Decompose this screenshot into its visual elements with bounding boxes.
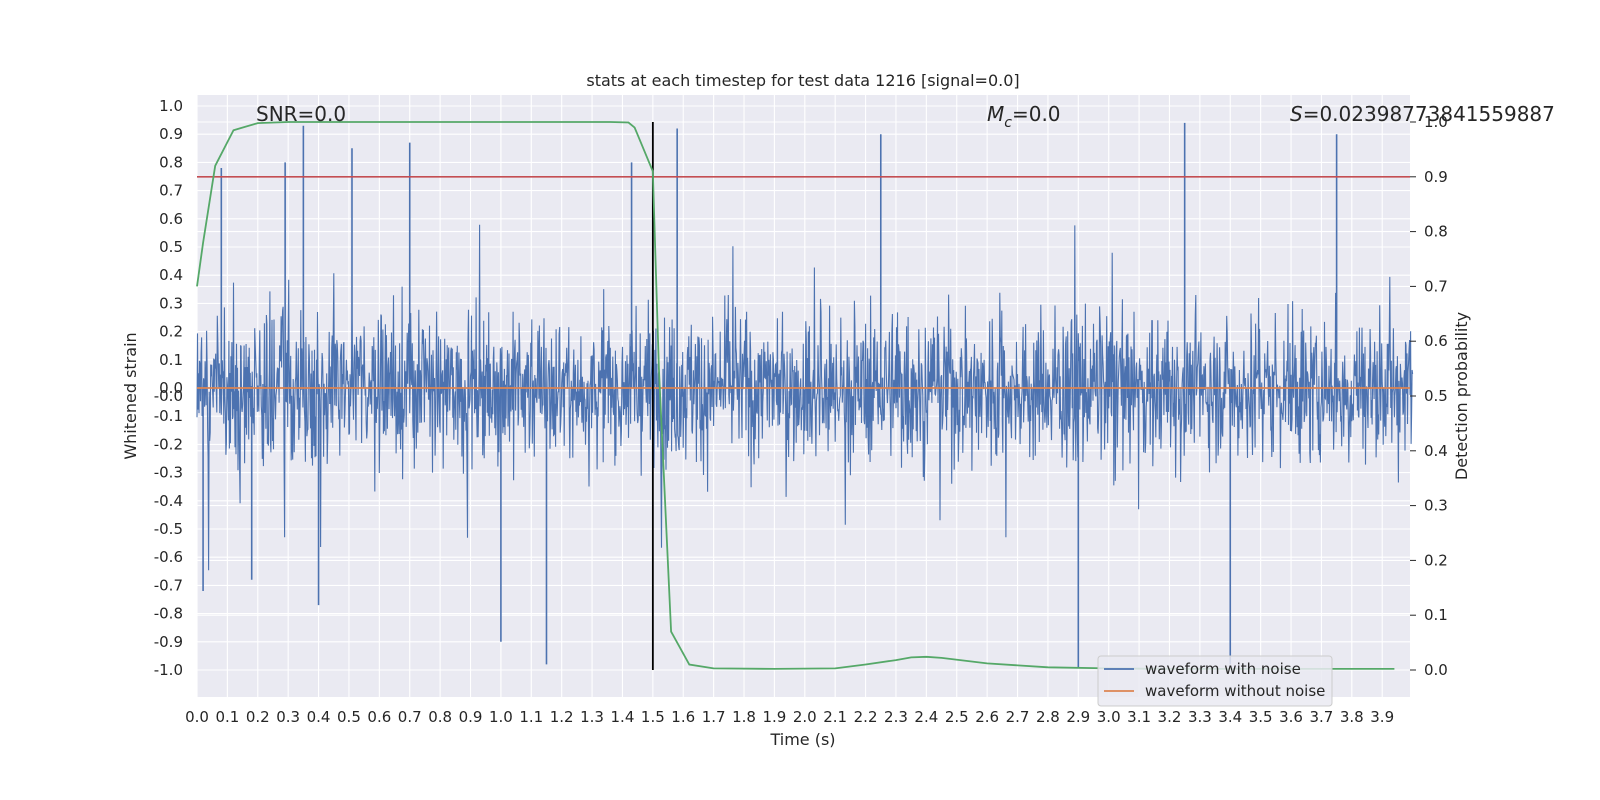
legend-box bbox=[1097, 655, 1333, 707]
legend: waveform with noise waveform without noi… bbox=[1097, 655, 1333, 707]
y-tick-label-right: 0.5 bbox=[1424, 387, 1448, 405]
chart-title: stats at each timestep for test data 121… bbox=[586, 71, 1019, 90]
mc-subscript: c bbox=[1004, 115, 1012, 131]
y-tick-label-left: -0.2 bbox=[154, 435, 183, 453]
x-tick-label: 1.0 bbox=[489, 708, 513, 726]
x-tick-label: 1.4 bbox=[611, 708, 635, 726]
x-tick-label: 2.1 bbox=[823, 708, 847, 726]
y-tick-label-left: -0.4 bbox=[154, 492, 183, 510]
legend-label-noise: waveform with noise bbox=[1145, 660, 1301, 678]
x-tick-label: 0.7 bbox=[398, 708, 422, 726]
y-tick-label-right: 0.1 bbox=[1424, 606, 1448, 624]
y-tick-label-left: 0.2 bbox=[159, 323, 183, 341]
tick-layer: 0.0 0.1 0.2 0.3 0.4 0.5 0.6 0.7 0.8 0.9 1.0 1.1 1.2 1… bbox=[154, 97, 1448, 726]
y-tick-label-left: 0.8 bbox=[159, 153, 183, 171]
y-tick-label-right: 0.0 bbox=[1424, 661, 1448, 679]
x-tick-label: 3.3 bbox=[1188, 708, 1212, 726]
y-tick-label-left: -0.5 bbox=[154, 520, 183, 538]
x-tick-label: 3.8 bbox=[1340, 708, 1364, 726]
x-tick-label: 0.4 bbox=[307, 708, 331, 726]
y-tick-label-right: 0.2 bbox=[1424, 551, 1448, 569]
x-tick-label: 0.5 bbox=[337, 708, 361, 726]
y-axis-label-right: Detection probability bbox=[1452, 312, 1471, 480]
x-tick-label: 2.0 bbox=[793, 708, 817, 726]
y-tick-label-left: -0.6 bbox=[154, 548, 183, 566]
x-tick-label: 3.4 bbox=[1218, 708, 1242, 726]
s-annotation: S=0.02398773841559887 bbox=[1290, 102, 1555, 126]
legend-label-clean: waveform without noise bbox=[1145, 682, 1325, 700]
y-tick-label-right: 1.0 bbox=[1424, 113, 1448, 131]
line-layer bbox=[196, 121, 1410, 670]
x-tick-label: 1.1 bbox=[519, 708, 543, 726]
y-tick-label-right: 0.8 bbox=[1424, 223, 1448, 241]
y-tick-label-left: 0.9 bbox=[159, 125, 183, 143]
y-tick-label-left: -0.8 bbox=[154, 605, 183, 623]
x-tick-label: 0.6 bbox=[367, 708, 391, 726]
x-tick-label: 2.4 bbox=[914, 708, 938, 726]
y-tick-label-left: -1.0 bbox=[154, 661, 183, 679]
x-tick-label: 2.2 bbox=[854, 708, 878, 726]
x-tick-label: 2.6 bbox=[975, 708, 999, 726]
y-tick-label-left: -0.7 bbox=[154, 576, 183, 594]
y-tick-label-left: 0.7 bbox=[159, 182, 183, 200]
waveform-with-noise-line bbox=[196, 224, 1414, 571]
mc-value: =0.0 bbox=[1012, 102, 1061, 126]
x-tick-label: 3.2 bbox=[1158, 708, 1182, 726]
y-tick-label-left: 0.5 bbox=[159, 238, 183, 256]
y-axis-label-left: Whitened strain bbox=[121, 332, 140, 459]
x-tick-label: 0.8 bbox=[428, 708, 452, 726]
y-tick-label-left: -0.9 bbox=[154, 633, 183, 651]
y-tick-label-left: 0.0 bbox=[159, 379, 183, 397]
mc-symbol: M bbox=[987, 102, 1004, 126]
x-tick-label: 0.3 bbox=[276, 708, 300, 726]
x-tick-label: 0.2 bbox=[246, 708, 270, 726]
y-tick-label-right: 0.7 bbox=[1424, 277, 1448, 295]
x-tick-label: 1.9 bbox=[762, 708, 786, 726]
s-symbol: S bbox=[1290, 102, 1303, 126]
y-tick-label-left: 0.3 bbox=[159, 294, 183, 312]
x-tick-label: 2.5 bbox=[945, 708, 969, 726]
x-tick-label: 1.6 bbox=[671, 708, 695, 726]
y-tick-label-right: 0.3 bbox=[1424, 497, 1448, 515]
y-tick-label-left: -0.1 bbox=[154, 407, 183, 425]
y-tick-label-left: 0.6 bbox=[159, 210, 183, 228]
s-value: =0.02398773841559887 bbox=[1303, 102, 1555, 126]
x-tick-label: 1.3 bbox=[580, 708, 604, 726]
x-tick-label: 2.7 bbox=[1006, 708, 1030, 726]
y-tick-label-left: -0.0 bbox=[154, 387, 183, 405]
x-tick-label: 1.7 bbox=[702, 708, 726, 726]
chirp-mass-annotation: Mc=0.0 bbox=[987, 102, 1061, 131]
x-axis-label: Time (s) bbox=[769, 730, 835, 749]
y-tick-label-right: 0.9 bbox=[1424, 168, 1448, 186]
x-tick-label: 0.9 bbox=[459, 708, 483, 726]
snr-annotation: SNR=0.0 bbox=[256, 102, 346, 126]
noise-series bbox=[196, 122, 1414, 668]
detection-probability-line bbox=[196, 121, 1395, 670]
x-tick-label: 3.0 bbox=[1097, 708, 1121, 726]
x-tick-label: 2.8 bbox=[1036, 708, 1060, 726]
y-tick-label-left: -0.3 bbox=[154, 464, 183, 482]
x-tick-label: 3.6 bbox=[1279, 708, 1303, 726]
x-tick-label: 3.1 bbox=[1127, 708, 1151, 726]
x-tick-label: 1.2 bbox=[550, 708, 574, 726]
x-tick-label: 1.5 bbox=[641, 708, 665, 726]
x-tick-label: 0.0 bbox=[185, 708, 209, 726]
x-tick-label: 3.5 bbox=[1249, 708, 1273, 726]
x-tick-label: 3.7 bbox=[1310, 708, 1334, 726]
x-tick-label: 2.3 bbox=[884, 708, 908, 726]
y-tick-label-right: 0.4 bbox=[1424, 442, 1448, 460]
x-tick-label: 1.8 bbox=[732, 708, 756, 726]
y-tick-label-left: 0.1 bbox=[159, 351, 183, 369]
y-tick-label-left: 0.4 bbox=[159, 266, 183, 284]
x-tick-label: 0.1 bbox=[215, 708, 239, 726]
x-tick-label: 3.9 bbox=[1370, 708, 1394, 726]
y-tick-label-left: 1.0 bbox=[159, 97, 183, 115]
y-tick-label-right: 0.6 bbox=[1424, 332, 1448, 350]
x-tick-label: 2.9 bbox=[1066, 708, 1090, 726]
